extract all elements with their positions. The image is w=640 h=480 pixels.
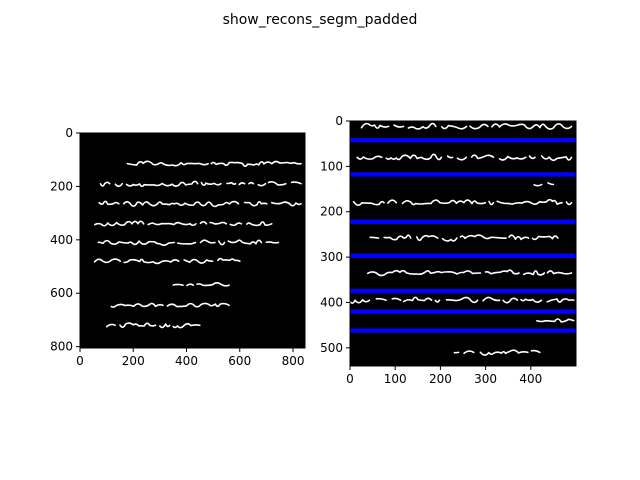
segmentation-separator (350, 172, 576, 177)
y-tick-label: 0 (65, 126, 73, 140)
y-tick-label: 300 (320, 250, 343, 264)
segmentation-separator (350, 137, 576, 143)
y-tick-label: 800 (50, 340, 73, 354)
image-background (80, 133, 305, 348)
script-line (105, 322, 201, 329)
x-tick-label: 800 (282, 354, 305, 368)
x-tick-label: 100 (384, 372, 407, 386)
x-tick-label: 0 (76, 354, 84, 368)
segmentation-separator (350, 288, 576, 294)
y-tick-label: 0 (335, 114, 343, 128)
script-line (536, 318, 575, 323)
script-line (172, 282, 230, 287)
figure-title: show_recons_segm_padded (223, 12, 418, 28)
image-background (350, 121, 576, 366)
segmentation-separator (350, 309, 576, 314)
y-tick-label: 400 (320, 295, 343, 309)
x-tick-label: 300 (474, 372, 497, 386)
script-line (367, 269, 573, 277)
x-tick-label: 400 (519, 372, 542, 386)
script-line (110, 302, 230, 308)
y-tick-label: 600 (50, 286, 73, 300)
x-tick-label: 200 (429, 372, 452, 386)
segmentation-separator (350, 219, 576, 224)
text-ink-layer (89, 161, 301, 329)
y-tick-label: 100 (320, 159, 343, 173)
x-tick-label: 0 (346, 372, 354, 386)
axes-frame (349, 120, 577, 367)
x-tick-label: 200 (122, 354, 145, 368)
x-tick-label: 600 (228, 354, 251, 368)
script-line (97, 239, 280, 247)
text-ink-layer (349, 124, 575, 356)
script-line (349, 296, 575, 304)
script-line (352, 198, 573, 206)
segmentation-separator (350, 253, 576, 258)
y-tick-label: 200 (50, 179, 73, 193)
axes-frame (79, 132, 306, 349)
y-tick-label: 400 (50, 233, 73, 247)
segmentation-separator (350, 328, 576, 333)
y-tick-label: 200 (320, 205, 343, 219)
right-image-panel: 0 100 200 300 400 0 100 200 300 400 500 (320, 114, 577, 386)
x-tick-label: 400 (175, 354, 198, 368)
y-tick-label: 500 (320, 341, 343, 355)
